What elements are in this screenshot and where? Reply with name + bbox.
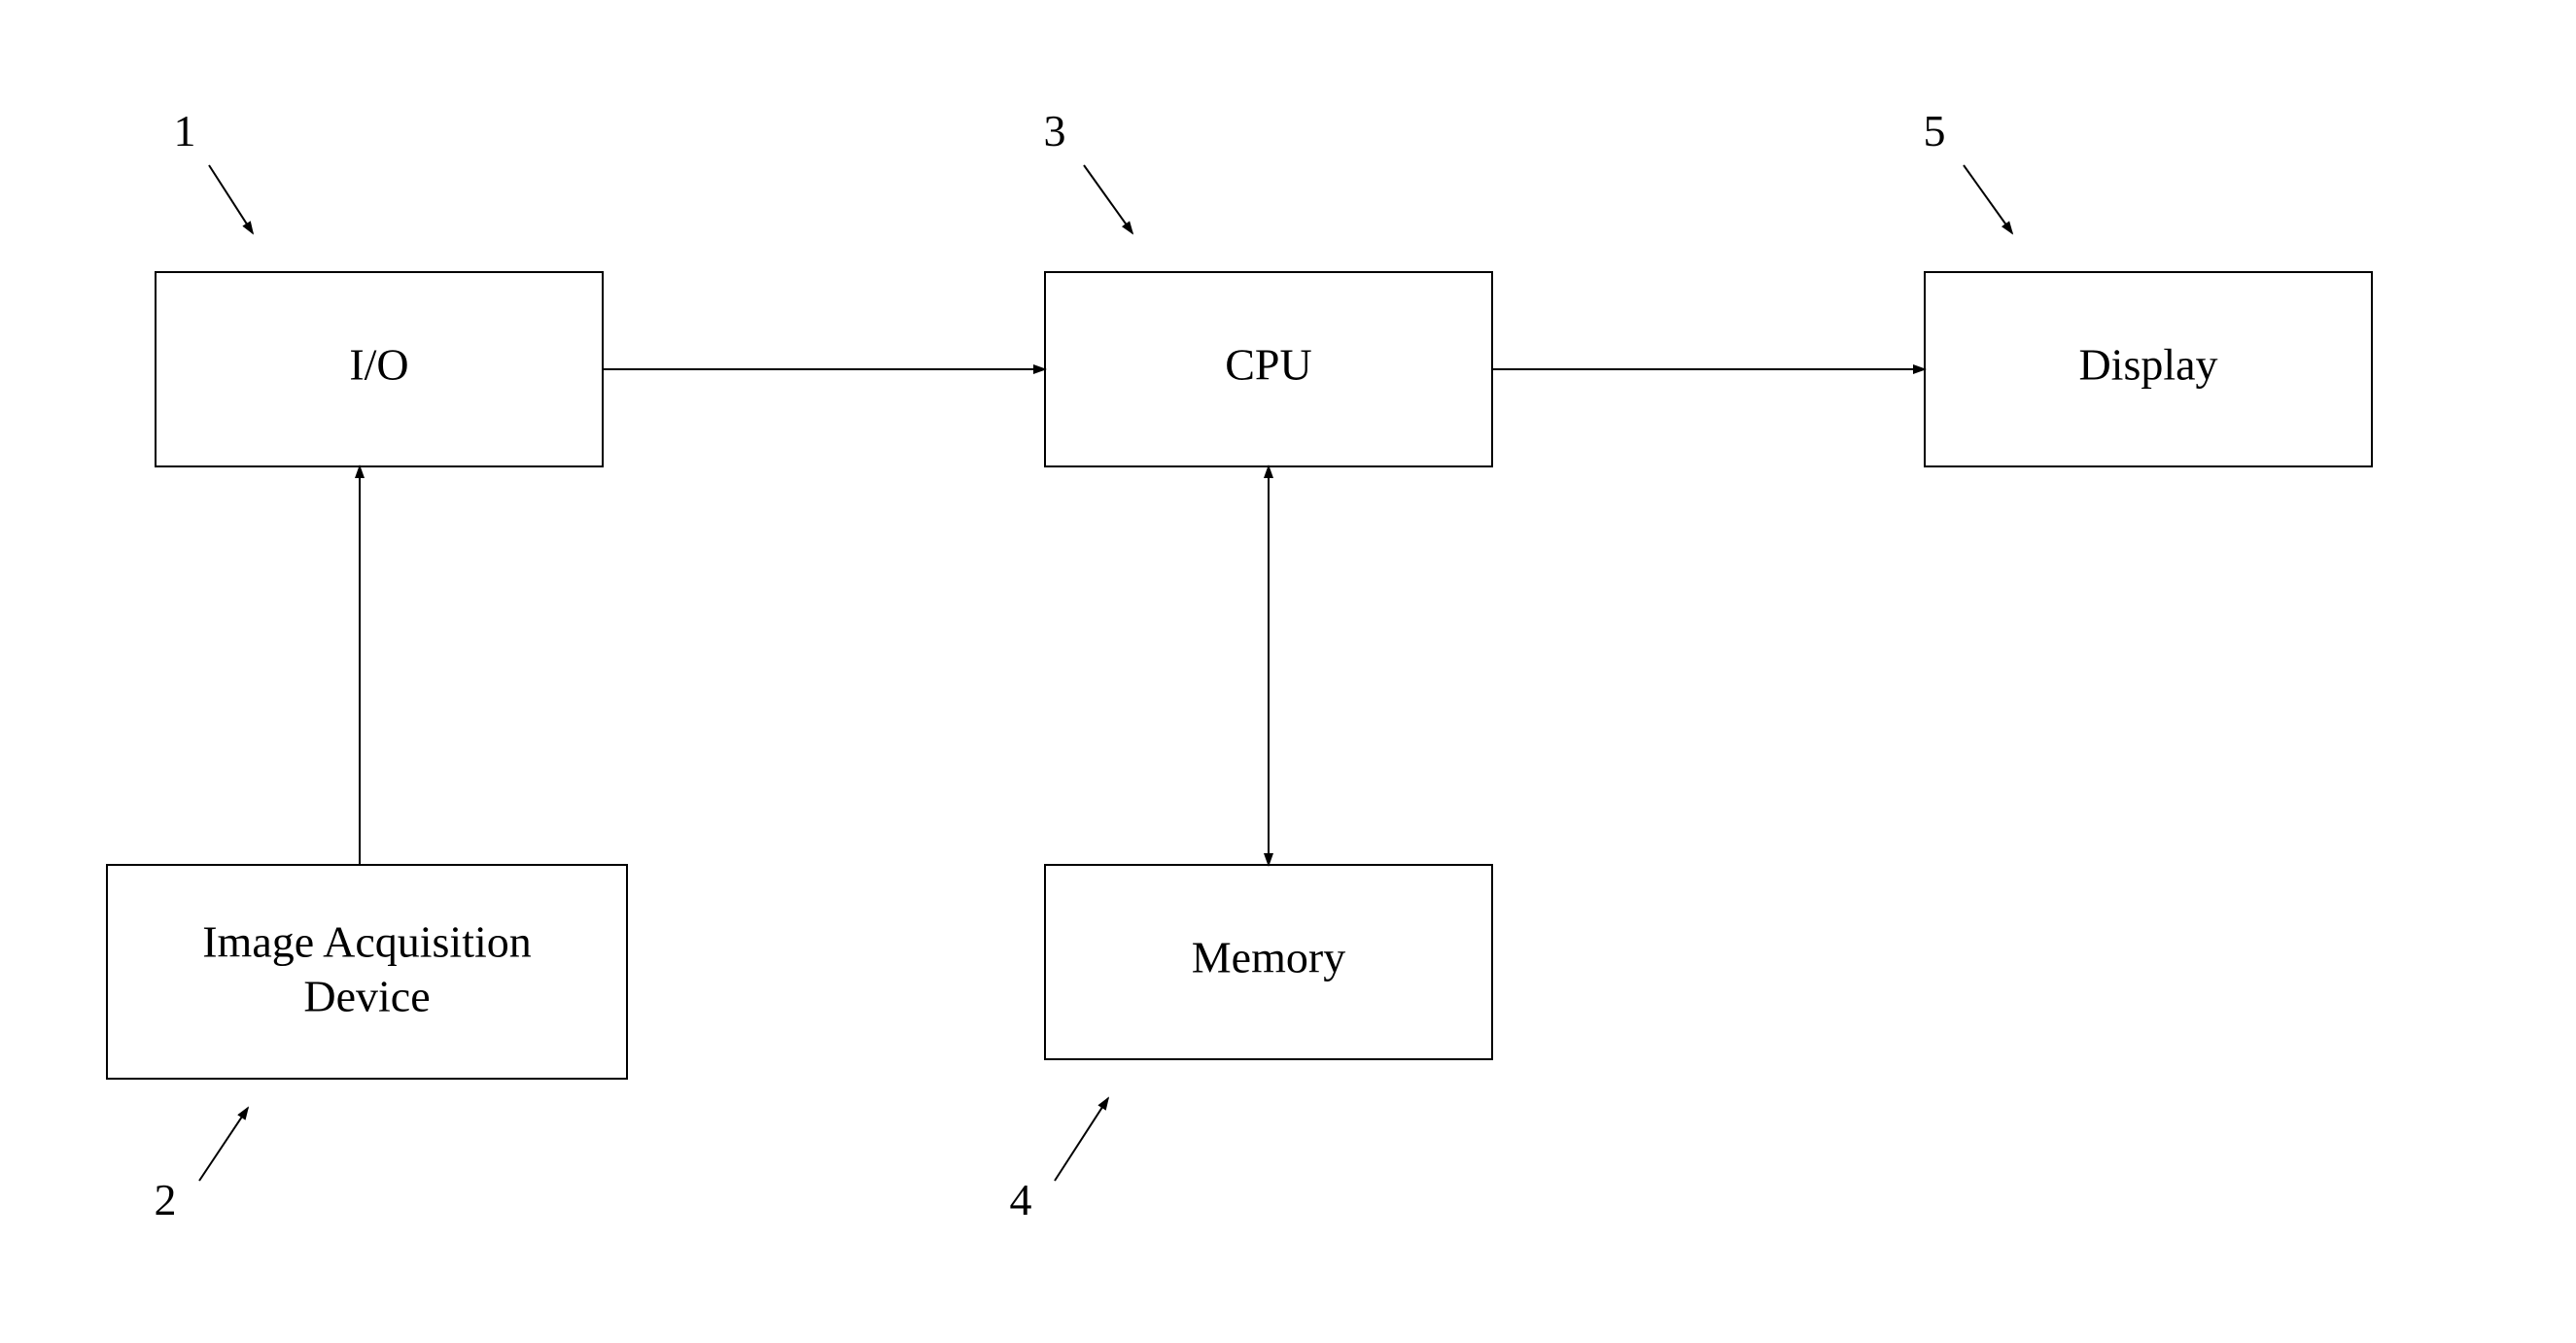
node-io: I/O xyxy=(156,272,603,466)
node-imgacq: Image Acquisition Device xyxy=(107,865,627,1079)
ref-arrow-2 xyxy=(199,1108,248,1181)
node-cpu: CPU xyxy=(1045,272,1492,466)
node-imgacq-label-line1: Image Acquisition xyxy=(202,917,532,967)
ref-num-3: 3 xyxy=(1044,106,1066,155)
node-memory: Memory xyxy=(1045,865,1492,1059)
ref-arrow-3 xyxy=(1084,165,1132,233)
ref-num-1: 1 xyxy=(174,106,196,155)
node-io-label: I/O xyxy=(349,340,408,390)
ref-arrow-1 xyxy=(209,165,253,233)
ref-arrow-4 xyxy=(1055,1098,1108,1181)
node-imgacq-label-line2: Device xyxy=(303,972,430,1021)
node-memory-label: Memory xyxy=(1192,933,1345,982)
node-cpu-label: CPU xyxy=(1225,340,1311,390)
node-display-label: Display xyxy=(2078,340,2217,390)
block-diagram: I/O 1 Image Acquisition Device 2 CPU 3 Memory 4 D… xyxy=(0,0,2576,1343)
ref-num-2: 2 xyxy=(155,1175,177,1224)
ref-num-5: 5 xyxy=(1924,106,1946,155)
node-display: Display xyxy=(1925,272,2372,466)
ref-num-4: 4 xyxy=(1010,1175,1032,1224)
ref-arrow-5 xyxy=(1964,165,2012,233)
